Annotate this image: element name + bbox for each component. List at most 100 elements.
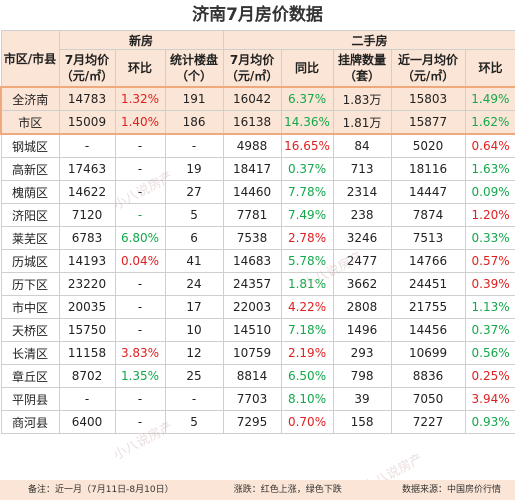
- new-mom-cell: 1.40%: [114, 110, 166, 135]
- sec-mom-cell: 3.94%: [464, 387, 515, 411]
- sec-price-cell: 4988: [222, 133, 282, 158]
- new-units-header: 统计楼盘（个）: [164, 49, 224, 88]
- new-price-cell: 6783: [58, 226, 116, 250]
- new-units-cell: -: [164, 387, 224, 411]
- new-units-cell: -: [164, 133, 224, 158]
- table-row: 章丘区 8702 1.35% 25 8814 6.50% 798 8836 0.25%: [0, 364, 515, 388]
- sec-price-header: 7月均价（元/㎡）: [222, 49, 282, 88]
- sec-listings-cell: 238: [332, 203, 392, 227]
- sec-yoy-cell: 0.70%: [280, 410, 334, 434]
- sec-listings-header: 挂牌数量（套）: [332, 49, 392, 88]
- sec-yoy-cell: 7.49%: [280, 203, 334, 227]
- new-price-cell: 7120: [58, 203, 116, 227]
- sec-price-cell: 16042: [222, 86, 282, 111]
- sec-mom-cell: 0.37%: [464, 318, 515, 342]
- sec-yoy-cell: 6.37%: [280, 86, 334, 111]
- sec-yoy-cell: 7.18%: [280, 318, 334, 342]
- table-row: 历城区 14193 0.04% 41 14683 5.78% 2477 14766 0.57%: [0, 249, 515, 273]
- table-row: 市区 15009 1.40% 186 16138 14.36% 1.81万 15877 1.62…: [0, 110, 515, 135]
- new-mom-cell: -: [114, 157, 166, 181]
- new-mom-cell: -: [114, 203, 166, 227]
- new-mom-cell: -: [114, 410, 166, 434]
- sec-yoy-cell: 5.78%: [280, 249, 334, 273]
- new-units-cell: 5: [164, 410, 224, 434]
- new-units-cell: 17: [164, 295, 224, 319]
- new-price-header: 7月均价（元/㎡）: [58, 49, 116, 88]
- new-price-cell: -: [58, 133, 116, 158]
- sec-yoy-cell: 6.50%: [280, 364, 334, 388]
- region-cell: 章丘区: [0, 364, 60, 388]
- sec-mom-cell: 0.57%: [464, 249, 515, 273]
- sec-mom-cell: 0.64%: [464, 133, 515, 158]
- new-price-cell: 14783: [58, 86, 116, 111]
- sec-yoy-cell: 8.10%: [280, 387, 334, 411]
- sec-price-cell: 7538: [222, 226, 282, 250]
- sec-listings-cell: 1496: [332, 318, 392, 342]
- sec-recent-cell: 7513: [390, 226, 466, 250]
- table-row: 天桥区 15750-10 14510 7.18% 1496 14456 0.37%: [0, 318, 515, 342]
- region-cell: 钢城区: [0, 133, 60, 158]
- sec-yoy-cell: 7.78%: [280, 180, 334, 204]
- sec-price-cell: 7703: [222, 387, 282, 411]
- sec-mom-cell: 1.13%: [464, 295, 515, 319]
- table-row: 济阳区 7120-5 7781 7.49% 238 7874 1.20%: [0, 203, 515, 227]
- sec-yoy-cell: 4.22%: [280, 295, 334, 319]
- sec-recent-cell: 7874: [390, 203, 466, 227]
- new-price-cell: 14193: [58, 249, 116, 273]
- footer-bar: 备注：近一月（7月11日-8月10日） 涨跌：红色上涨，绿色下跌 数据来源：中国…: [0, 480, 515, 500]
- sec-recent-cell: 24451: [390, 272, 466, 296]
- region-cell: 莱芜区: [0, 226, 60, 250]
- new-units-cell: 19: [164, 157, 224, 181]
- new-units-cell: 186: [164, 110, 224, 135]
- region-cell: 商河县: [0, 410, 60, 434]
- region-cell: 平阴县: [0, 387, 60, 411]
- region-cell: 济阳区: [0, 203, 60, 227]
- region-cell: 全济南: [0, 86, 60, 111]
- footer-note: 备注：近一月（7月11日-8月10日）: [28, 485, 174, 495]
- sec-mom-cell: 0.33%: [464, 226, 515, 250]
- new-price-cell: 11158: [58, 341, 116, 365]
- sec-listings-cell: 713: [332, 157, 392, 181]
- sec-mom-cell: 1.20%: [464, 203, 515, 227]
- new-price-cell: -: [58, 387, 116, 411]
- new-units-cell: 191: [164, 86, 224, 111]
- sec-yoy-cell: 14.36%: [280, 110, 334, 135]
- new-price-cell: 14622: [58, 180, 116, 204]
- region-cell: 市中区: [0, 295, 60, 319]
- new-units-cell: 24: [164, 272, 224, 296]
- new-price-cell: 23220: [58, 272, 116, 296]
- sec-listings-cell: 2314: [332, 180, 392, 204]
- sec-recent-cell: 7227: [390, 410, 466, 434]
- new-mom-cell: -: [114, 387, 166, 411]
- sec-price-cell: 7295: [222, 410, 282, 434]
- new-mom-cell: -: [114, 133, 166, 158]
- region-header: 市区/市县: [0, 30, 60, 88]
- new-price-cell: 8702: [58, 364, 116, 388]
- second-hand-header: 二手房: [222, 30, 515, 50]
- sec-price-cell: 8814: [222, 364, 282, 388]
- new-price-cell: 15750: [58, 318, 116, 342]
- sec-mom-header: 环比: [464, 49, 515, 88]
- sec-price-cell: 14683: [222, 249, 282, 273]
- new-mom-cell: 0.04%: [114, 249, 166, 273]
- new-mom-cell: -: [114, 180, 166, 204]
- sec-recent-header: 近一月均价（元/㎡）: [390, 49, 466, 88]
- sec-mom-cell: 1.49%: [464, 86, 515, 111]
- sec-listings-cell: 2477: [332, 249, 392, 273]
- sec-yoy-header: 同比: [280, 49, 334, 88]
- sec-mom-cell: 0.39%: [464, 272, 515, 296]
- new-units-cell: 12: [164, 341, 224, 365]
- sec-recent-cell: 10699: [390, 341, 466, 365]
- sec-listings-cell: 1.83万: [332, 86, 392, 111]
- footer-legend: 涨跌：红色上涨，绿色下跌: [233, 485, 342, 495]
- sec-price-cell: 24357: [222, 272, 282, 296]
- sec-price-cell: 7781: [222, 203, 282, 227]
- table-row: 历下区 23220-24 24357 1.81% 3662 24451 0.39%: [0, 272, 515, 296]
- table-row: 商河县 6400-5 7295 0.70% 158 7227 0.93%: [0, 410, 515, 434]
- region-cell: 市区: [0, 110, 60, 135]
- sec-recent-cell: 14456: [390, 318, 466, 342]
- table-row: 高新区 17463-19 18417 0.37% 713 18116 1.63%: [0, 157, 515, 181]
- new-house-header: 新房: [58, 30, 224, 50]
- table-row: 槐荫区 14622-27 14460 7.78% 2314 14447 0.09%: [0, 180, 515, 204]
